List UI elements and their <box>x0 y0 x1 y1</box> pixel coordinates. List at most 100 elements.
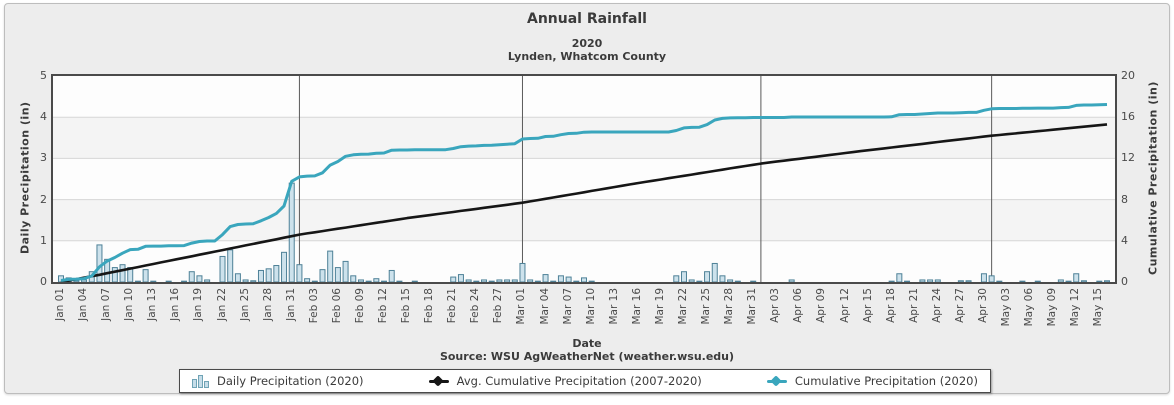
x-tick-label: May 03 <box>1000 288 1012 327</box>
daily-precip-bar <box>896 273 903 282</box>
source-note: Source: WSU AgWeatherNet (weather.wsu.ed… <box>439 350 735 363</box>
x-tick-label: Apr 27 <box>953 288 966 323</box>
daily-precip-bar <box>527 279 534 282</box>
avg-cumulative-line <box>60 123 1108 282</box>
daily-precip-bar <box>934 279 941 282</box>
daily-precip-bar <box>281 251 288 282</box>
daily-precip-bar <box>588 280 595 282</box>
left-axis-label: Daily Precipitation (in) <box>18 101 32 255</box>
daily-precip-bar <box>334 267 341 282</box>
daily-precip-bar <box>727 279 734 282</box>
left-tick-label: 2 <box>40 192 47 206</box>
x-tick-label: Apr 21 <box>907 288 920 323</box>
x-tick-label: Mar 22 <box>676 288 689 325</box>
x-tick-label: Apr 18 <box>884 288 897 323</box>
teal-line-marker-icon <box>766 379 787 383</box>
grid-band <box>53 199 1115 241</box>
daily-precip-bar <box>219 255 226 282</box>
daily-precip-bar <box>119 264 126 282</box>
x-tick-label: Jan 28 <box>261 288 274 321</box>
daily-precip-bar <box>1073 273 1080 282</box>
x-tick-label: Jan 31 <box>284 288 297 321</box>
daily-precip-bar <box>234 273 241 282</box>
x-tick-label: Mar 19 <box>653 288 666 325</box>
x-tick-label: Jan 01 <box>54 288 66 321</box>
x-tick-label: Mar 31 <box>746 288 759 325</box>
x-tick-label: Apr 15 <box>861 288 874 323</box>
x-tick-label: Mar 04 <box>538 288 551 325</box>
daily-precip-bar <box>142 269 149 282</box>
black-line-marker-icon <box>428 379 449 383</box>
x-tick-label: Jan 22 <box>215 288 228 321</box>
x-tick-label: Apr 06 <box>792 288 805 323</box>
daily-precip-bar <box>542 274 549 282</box>
x-tick-label: Jan 16 <box>169 288 182 321</box>
daily-precip-bar <box>365 280 372 282</box>
daily-precip-bar <box>750 280 757 282</box>
daily-precip-bar <box>1104 280 1110 282</box>
daily-precip-bar <box>927 279 934 282</box>
daily-precip-bar <box>1080 280 1087 282</box>
x-tick-label: Jan 19 <box>192 288 205 321</box>
daily-precip-bar <box>719 275 726 282</box>
right-tick-label: 20 <box>1121 69 1135 82</box>
x-tick-label: Mar 16 <box>630 288 643 325</box>
daily-precip-bar <box>1065 280 1072 282</box>
daily-precip-bar <box>904 280 911 282</box>
daily-precip-bar <box>1019 280 1026 282</box>
x-tick-label: May 09 <box>1046 288 1059 327</box>
daily-precip-bar <box>273 265 280 282</box>
daily-precip-bar <box>81 279 88 282</box>
daily-precip-bar <box>919 279 926 282</box>
daily-precip-bar <box>996 280 1003 282</box>
x-tick-label: Mar 10 <box>584 288 597 325</box>
right-tick-label: 16 <box>1121 110 1135 124</box>
daily-precip-bar <box>581 277 587 282</box>
x-tick-label: May 15 <box>1092 288 1105 327</box>
daily-precip-bar <box>111 267 118 282</box>
x-tick-label: Mar 25 <box>700 288 713 325</box>
x-tick-label: May 06 <box>1023 288 1036 327</box>
legend-item-cumulative: Cumulative Precipitation (2020) <box>766 374 978 388</box>
daily-precip-bar <box>227 249 234 282</box>
daily-precip-bar <box>704 271 711 282</box>
daily-precip-bar <box>319 269 326 282</box>
daily-precip-bar <box>165 280 172 282</box>
cumulative-line <box>60 103 1108 282</box>
left-tick-label: 5 <box>40 69 47 82</box>
daily-precip-bar <box>557 275 564 282</box>
daily-precip-bar <box>957 280 964 282</box>
right-axis-label: Cumulative Precipitation (in) <box>1146 81 1160 275</box>
legend-item-daily-precip: Daily Precipitation (2020) <box>192 374 364 388</box>
daily-precip-bar <box>1034 280 1041 282</box>
daily-precip-bar <box>504 279 511 282</box>
x-tick-label: Jan 07 <box>100 288 113 321</box>
x-tick-label: Feb 15 <box>400 288 413 324</box>
daily-precip-bar <box>573 280 580 282</box>
right-tick-label: 8 <box>1121 192 1128 206</box>
x-tick-label: Feb 09 <box>353 288 366 324</box>
daily-precip-bar <box>288 182 295 282</box>
daily-precip-bar <box>1096 280 1103 282</box>
daily-precip-bar <box>519 262 526 282</box>
daily-precip-bar <box>688 279 695 282</box>
daily-precip-bar <box>134 280 141 282</box>
daily-precip-bar <box>534 280 541 282</box>
x-tick-label: Apr 12 <box>838 288 851 323</box>
plot-area <box>51 74 1117 284</box>
x-axis-title: Date <box>572 337 602 350</box>
x-tick-label: Mar 13 <box>607 288 620 325</box>
grid-band <box>53 117 1115 159</box>
right-tick-label: 12 <box>1121 151 1135 165</box>
x-tick-label: Mar 01 <box>515 288 528 325</box>
left-tick-label: 0 <box>40 275 47 288</box>
legend-label: Daily Precipitation (2020) <box>217 374 364 388</box>
daily-precip-bar <box>342 260 349 282</box>
daily-precip-bar <box>250 280 257 282</box>
daily-precip-bar <box>473 280 480 282</box>
daily-precip-bar <box>242 279 249 282</box>
daily-precip-bar <box>711 262 718 282</box>
daily-precip-bar <box>188 271 195 282</box>
daily-precip-bar <box>396 280 403 282</box>
